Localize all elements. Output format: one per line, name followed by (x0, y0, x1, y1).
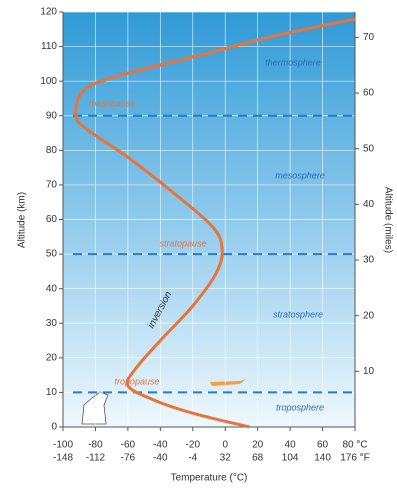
y2-tick-label: 50 (363, 143, 375, 154)
y-tick-label: 0 (51, 422, 57, 433)
x2-tick-label: -112 (86, 453, 106, 464)
y-tick-label: 90 (46, 110, 58, 121)
pause-label: mesopause (89, 98, 136, 108)
y-tick-label: 120 (40, 7, 57, 18)
x2-tick-label: 140 (314, 453, 331, 464)
temperature-line (74, 17, 356, 429)
layer-label: troposphere (276, 402, 324, 412)
y-tick-label: 40 (46, 283, 58, 294)
x2-tick-label: 68 (252, 453, 264, 464)
x2-tick-label: -4 (188, 453, 197, 464)
y-tick-label: 70 (46, 180, 58, 191)
x-tick-label: 0 (222, 440, 228, 451)
y2-tick-label: 70 (363, 32, 375, 43)
x-tick-label: -60 (121, 440, 136, 451)
layer-label: mesosphere (275, 170, 325, 180)
x2-tick-label: 32 (220, 453, 232, 464)
x-tick-label: -20 (186, 440, 201, 451)
x2-tick-label: 104 (282, 453, 299, 464)
y-tick-label: 100 (40, 76, 57, 87)
x2-tick-label: -40 (153, 453, 168, 464)
x-tick-label: -80 (88, 440, 103, 451)
y-tick-label: 20 (46, 352, 58, 363)
y-tick-label: 110 (41, 41, 57, 52)
y2-tick-label: 10 (363, 366, 375, 377)
y-tick-label: 10 (46, 387, 58, 398)
pause-label: tropopause (114, 376, 159, 386)
y-tick-label: 60 (46, 214, 58, 225)
x-axis-title: Temperature (°C) (171, 473, 248, 484)
x-tick-label: 60 (317, 440, 329, 451)
y2-tick-label: 40 (363, 199, 375, 210)
x-tick-label: 20 (252, 440, 264, 451)
x-tick-label: -40 (153, 440, 168, 451)
y-axis-title: Altitude (km) (17, 192, 28, 248)
x2-tick-label: 176 °F (340, 453, 370, 464)
y2-axis-title: Altitude (miles) (382, 187, 393, 253)
y2-tick-label: 20 (363, 310, 375, 321)
x-tick-label: -100 (53, 440, 73, 451)
layer-label: stratosphere (273, 309, 323, 319)
y-tick-label: 30 (46, 318, 58, 329)
y2-tick-label: 60 (363, 88, 375, 99)
x-tick-label: 40 (285, 440, 297, 451)
mountain-icon (81, 391, 109, 425)
x2-tick-label: -76 (121, 453, 136, 464)
x-tick-label: 80 °C (342, 440, 367, 451)
pause-label: stratopause (159, 238, 206, 248)
x2-tick-label: -148 (53, 453, 73, 464)
airplane-icon (210, 379, 246, 386)
layer-label: thermosphere (265, 57, 321, 67)
y2-tick-label: 30 (363, 255, 375, 266)
y-tick-label: 50 (46, 249, 58, 260)
y-tick-label: 80 (46, 145, 58, 156)
